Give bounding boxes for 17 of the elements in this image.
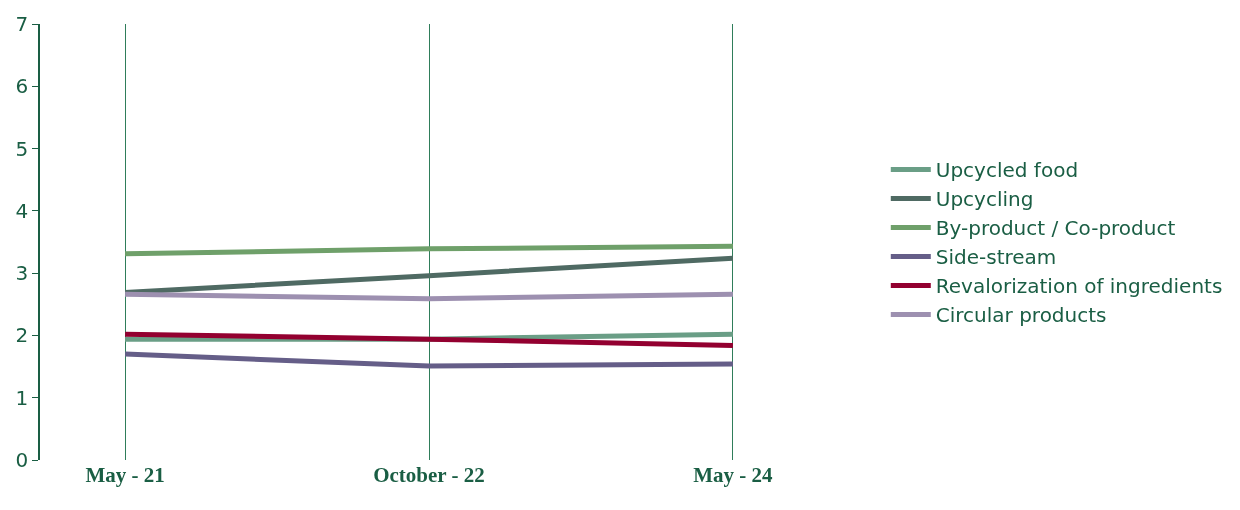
- legend-label: Upcycled food: [935, 158, 1079, 183]
- legend-label: Circular products: [935, 303, 1107, 328]
- y-tick-label: 3: [15, 261, 29, 286]
- y-tick-label: 1: [15, 385, 29, 410]
- legend-label: Side-stream: [935, 245, 1057, 270]
- y-tick-label: 0: [15, 448, 29, 472]
- x-tick-label: May - 21: [85, 463, 165, 487]
- y-tick-label: 4: [15, 198, 29, 223]
- x-tick-label: May - 24: [693, 463, 774, 487]
- x-tick-label: October - 22: [373, 463, 485, 487]
- y-tick-label: 7: [15, 12, 29, 36]
- y-tick-label: 6: [15, 74, 29, 99]
- legend-label: Upcycling: [935, 187, 1034, 212]
- y-tick-label: 5: [15, 136, 29, 161]
- y-tick-label: 2: [15, 323, 29, 348]
- legend-label: By-product / Co-product: [935, 216, 1176, 241]
- legend-label: Revalorization of ingredients: [935, 274, 1223, 299]
